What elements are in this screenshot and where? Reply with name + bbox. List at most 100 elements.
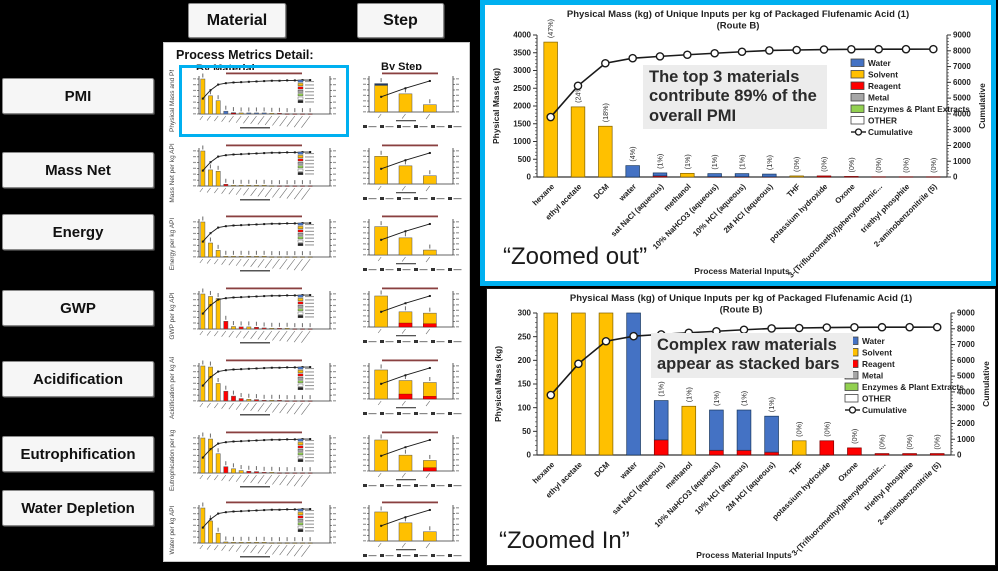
zoomed-in-chart-box: Physical Mass (kg) of Unique Inputs per …	[486, 288, 996, 566]
svg-text:100: 100	[518, 403, 532, 412]
zoomed-out-chart-box: Physical Mass (kg) of Unique Inputs per …	[480, 0, 996, 286]
svg-text:(0%): (0%)	[792, 157, 801, 172]
metric-row: Mass Net per kg API	[164, 141, 471, 205]
svg-text:Physical Mass (kg): Physical Mass (kg)	[491, 68, 501, 144]
sidebar-item-eutrophification: Eutrophification	[2, 436, 154, 472]
metric-row: Physical Mass and PMI p...	[164, 65, 471, 137]
svg-text:2000: 2000	[953, 141, 971, 150]
svg-text:5000: 5000	[953, 94, 971, 103]
annotation-stacked-bars: Complex raw materials appear as stacked …	[651, 333, 853, 378]
svg-text:Cumulative: Cumulative	[977, 83, 987, 129]
row-axis-label: Acidification per kg API	[169, 357, 176, 419]
metric-row: Energy per kg API	[164, 212, 471, 276]
svg-text:(1%): (1%)	[684, 387, 693, 402]
svg-text:0: 0	[957, 451, 962, 460]
row-axis-label: Eutrophication per kg API	[169, 429, 176, 491]
svg-text:(1%): (1%)	[740, 391, 749, 406]
svg-text:(0%): (0%)	[874, 158, 883, 173]
svg-text:1000: 1000	[953, 157, 971, 166]
material-header-label: Material	[206, 11, 268, 29]
by-material-mini-chart-highlighted	[179, 65, 349, 137]
svg-text:Cumulative: Cumulative	[868, 127, 913, 137]
by-step-mini-chart	[358, 70, 466, 132]
svg-text:3000: 3000	[957, 403, 975, 412]
process-metrics-panel: Process Metrics Detail: By Material By S…	[163, 42, 470, 562]
svg-text:OTHER: OTHER	[862, 393, 891, 403]
mini-pareto-svg	[184, 429, 344, 491]
caption-zoomed-out: “Zoomed out”	[503, 243, 648, 270]
svg-text:Solvent: Solvent	[862, 347, 892, 357]
svg-text:(1%): (1%)	[767, 397, 776, 412]
svg-text:Physical Mass (kg): Physical Mass (kg)	[493, 346, 503, 422]
mini-step-svg	[358, 70, 466, 132]
svg-text:2000: 2000	[513, 102, 531, 111]
by-material-mini-chart	[184, 429, 344, 491]
svg-text:(0%): (0%)	[929, 158, 938, 173]
svg-text:Enzymes & Plant Extracts: Enzymes & Plant Extracts	[862, 382, 964, 392]
svg-text:(0%): (0%)	[933, 434, 942, 449]
svg-text:9000: 9000	[957, 309, 975, 318]
sidebar-item-mass-net: Mass Net	[2, 152, 154, 188]
svg-text:0: 0	[527, 173, 532, 182]
svg-text:(0%): (0%)	[905, 434, 914, 449]
svg-text:4000: 4000	[513, 31, 531, 40]
svg-text:Cumulative: Cumulative	[981, 361, 991, 407]
svg-text:7000: 7000	[957, 340, 975, 349]
sidebar-item-energy: Energy	[2, 214, 154, 250]
svg-text:50: 50	[522, 427, 531, 436]
by-material-mini-chart	[184, 357, 344, 419]
mini-step-svg	[358, 142, 466, 204]
by-material-mini-chart	[184, 142, 344, 204]
svg-text:Metal: Metal	[862, 370, 883, 380]
svg-text:Physical Mass (kg) of Unique I: Physical Mass (kg) of Unique Inputs per …	[567, 9, 909, 20]
svg-text:Process Material Inputs: Process Material Inputs	[694, 266, 790, 276]
svg-text:3500: 3500	[513, 48, 531, 57]
metric-row: GWP per kg API	[164, 284, 471, 348]
svg-text:Enzymes & Plant Extracts: Enzymes & Plant Extracts	[868, 104, 970, 114]
svg-text:(0%): (0%)	[850, 429, 859, 444]
mini-step-svg	[358, 357, 466, 419]
svg-text:2000: 2000	[957, 419, 975, 428]
svg-text:8000: 8000	[957, 324, 975, 333]
row-axis-label: Water per kg API	[169, 505, 176, 555]
sidebar-item-label: Mass Net	[45, 161, 111, 179]
svg-text:(18%): (18%)	[601, 103, 610, 122]
sidebar-item-water-depletion: Water Depletion	[2, 490, 154, 526]
sidebar-item-label: Energy	[52, 223, 104, 241]
svg-text:150: 150	[518, 380, 532, 389]
svg-text:(0%): (0%)	[822, 422, 831, 437]
row-axis-label: GWP per kg API	[169, 292, 176, 340]
by-material-mini-chart	[184, 285, 344, 347]
by-step-mini-chart	[358, 357, 466, 419]
svg-text:8000: 8000	[953, 46, 971, 55]
pareto-chart-zoomed-in: Physical Mass (kg) of Unique Inputs per …	[487, 289, 995, 565]
svg-text:(0%): (0%)	[902, 158, 911, 173]
svg-text:(1%): (1%)	[738, 154, 747, 169]
svg-text:3000: 3000	[513, 66, 531, 75]
svg-text:(1%): (1%)	[683, 154, 692, 169]
annotation-top3-materials: The top 3 materials contribute 89% of th…	[643, 65, 827, 130]
svg-text:(1%): (1%)	[710, 154, 719, 169]
by-step-mini-chart	[358, 499, 466, 561]
svg-text:250: 250	[518, 332, 532, 341]
svg-text:(4%): (4%)	[628, 146, 637, 161]
sidebar-item-label: PMI	[64, 87, 92, 105]
metric-row: Water per kg API	[164, 498, 471, 562]
svg-text:Process Material Inputs: Process Material Inputs	[696, 550, 792, 560]
svg-text:500: 500	[518, 155, 532, 164]
svg-text:(47%): (47%)	[546, 19, 555, 38]
svg-text:7000: 7000	[953, 62, 971, 71]
sidebar-item-pmi: PMI	[2, 78, 154, 114]
svg-text:(Route B): (Route B)	[717, 21, 760, 32]
mini-pareto-svg	[184, 142, 344, 204]
mini-pareto-svg	[184, 70, 344, 132]
svg-text:5000: 5000	[957, 372, 975, 381]
mini-pareto-svg	[184, 213, 344, 275]
svg-text:4000: 4000	[957, 387, 975, 396]
svg-text:4000: 4000	[953, 109, 971, 118]
svg-text:(1%): (1%)	[656, 154, 665, 169]
svg-text:0: 0	[953, 173, 958, 182]
svg-text:9000: 9000	[953, 31, 971, 40]
sidebar-item-label: Water Depletion	[21, 499, 135, 517]
by-step-mini-chart	[358, 142, 466, 204]
